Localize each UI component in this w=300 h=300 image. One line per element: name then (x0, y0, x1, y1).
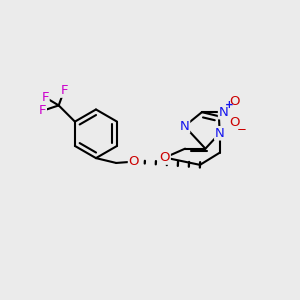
Text: O: O (160, 151, 170, 164)
Text: N: N (180, 120, 190, 133)
Text: F: F (39, 104, 46, 117)
Text: O: O (128, 155, 139, 168)
Text: +: + (225, 100, 234, 110)
Text: O: O (230, 95, 240, 108)
Text: F: F (41, 91, 49, 104)
Text: F: F (60, 84, 68, 97)
Text: N: N (215, 127, 225, 140)
Text: O: O (230, 116, 240, 130)
Text: N: N (219, 106, 228, 119)
Text: −: − (236, 123, 246, 136)
